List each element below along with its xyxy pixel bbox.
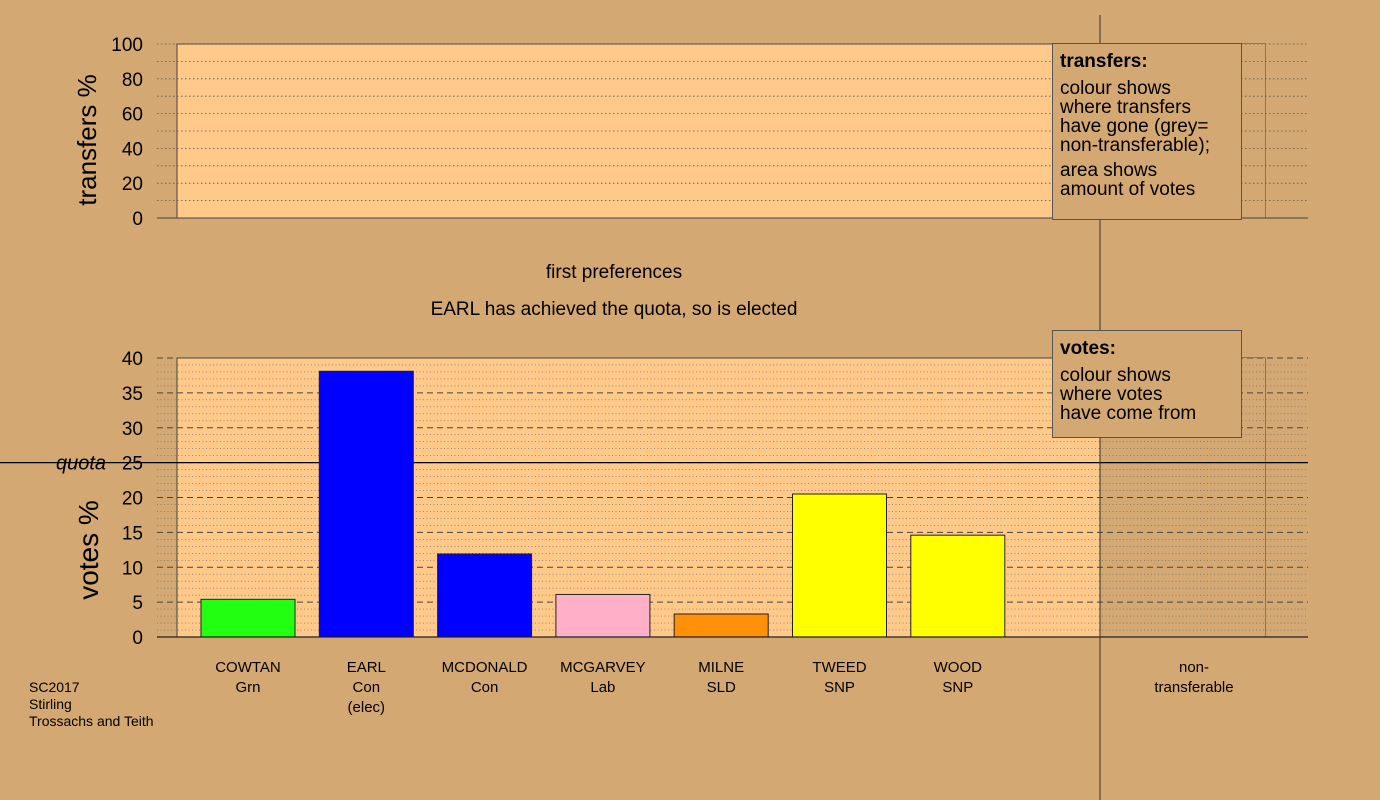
votes-tick-label: 5 — [132, 593, 143, 614]
transfers-legend-title: transfers: — [1060, 51, 1148, 72]
votes-axis-label: votes % — [73, 500, 104, 600]
votes-legend: votes: colour shows where votes have com… — [1052, 330, 1242, 438]
chart-subtitle: EARL has achieved the quota, so is elect… — [430, 299, 798, 320]
candidate-label: MCGARVEY — [560, 659, 646, 676]
candidate-label: Lab — [590, 679, 615, 696]
quota-label: quota — [56, 453, 106, 475]
transfers-tick-label: 0 — [132, 209, 143, 230]
transfers-tick-label: 40 — [122, 139, 143, 160]
votes-legend-text: colour shows where votes have come from — [1060, 365, 1197, 424]
transfers-tick-label: 100 — [111, 35, 143, 56]
election-code: SC2017 — [29, 679, 80, 695]
transfers-tick-label: 60 — [122, 105, 143, 126]
candidate-label: Con — [353, 679, 381, 696]
votes-tick-label: 10 — [122, 558, 143, 579]
candidate-label: TWEED — [812, 659, 866, 676]
candidate-label: EARL — [347, 659, 386, 676]
candidate-label: MCDONALD — [442, 659, 528, 676]
ward-name: Trossachs and Teith — [29, 713, 154, 729]
candidate-label: SNP — [942, 679, 973, 696]
candidate-label: Con — [471, 679, 499, 696]
bar-milne — [673, 613, 769, 638]
candidate-label: (elec) — [348, 699, 386, 716]
votes-tick-label: 0 — [132, 628, 143, 649]
bar-mcgarvey — [555, 593, 651, 638]
bar-cowtan — [200, 598, 296, 638]
candidate-label: Grn — [235, 679, 260, 696]
council-name: Stirling — [29, 696, 72, 712]
candidate-label: SNP — [824, 679, 855, 696]
transfers-tick-label: 20 — [122, 174, 143, 195]
bar-tweed — [792, 493, 887, 638]
votes-panel: quota 0 5 10 15 20 25 30 35 40 COWTAN Grn EARL Con (el… — [0, 349, 1308, 716]
votes-tick-label: 25 — [122, 454, 143, 475]
votes-tick-label: 40 — [122, 349, 143, 370]
nontransferable-label: non- — [1179, 659, 1209, 676]
chart-title: first preferences — [545, 262, 683, 283]
votes-tick-label: 15 — [122, 523, 143, 544]
transfers-legend-text-2: area shows amount of votes — [1060, 160, 1196, 200]
transfers-axis-label: transfers % — [72, 74, 102, 206]
votes-tick-label: 20 — [122, 489, 143, 510]
votes-tick-label: 30 — [122, 419, 143, 440]
transfers-legend-text-1: colour shows where transfers have gone (… — [1060, 78, 1210, 156]
votes-tick-label: 35 — [122, 384, 143, 405]
candidate-label: WOOD — [934, 659, 982, 676]
bar-mcdonald — [437, 553, 533, 638]
transfers-legend: transfers: colour shows where transfers … — [1052, 43, 1242, 220]
candidate-label: SLD — [707, 679, 736, 696]
candidate-label: MILNE — [698, 659, 744, 676]
election-footer: SC2017 Stirling Trossachs and Teith — [29, 679, 154, 730]
nontransferable-label: transferable — [1154, 679, 1233, 696]
bar-earl — [318, 370, 414, 638]
transfers-tick-label: 80 — [122, 70, 143, 91]
bar-wood — [910, 534, 1006, 638]
votes-legend-title: votes: — [1060, 338, 1116, 359]
candidate-label: COWTAN — [215, 659, 281, 676]
